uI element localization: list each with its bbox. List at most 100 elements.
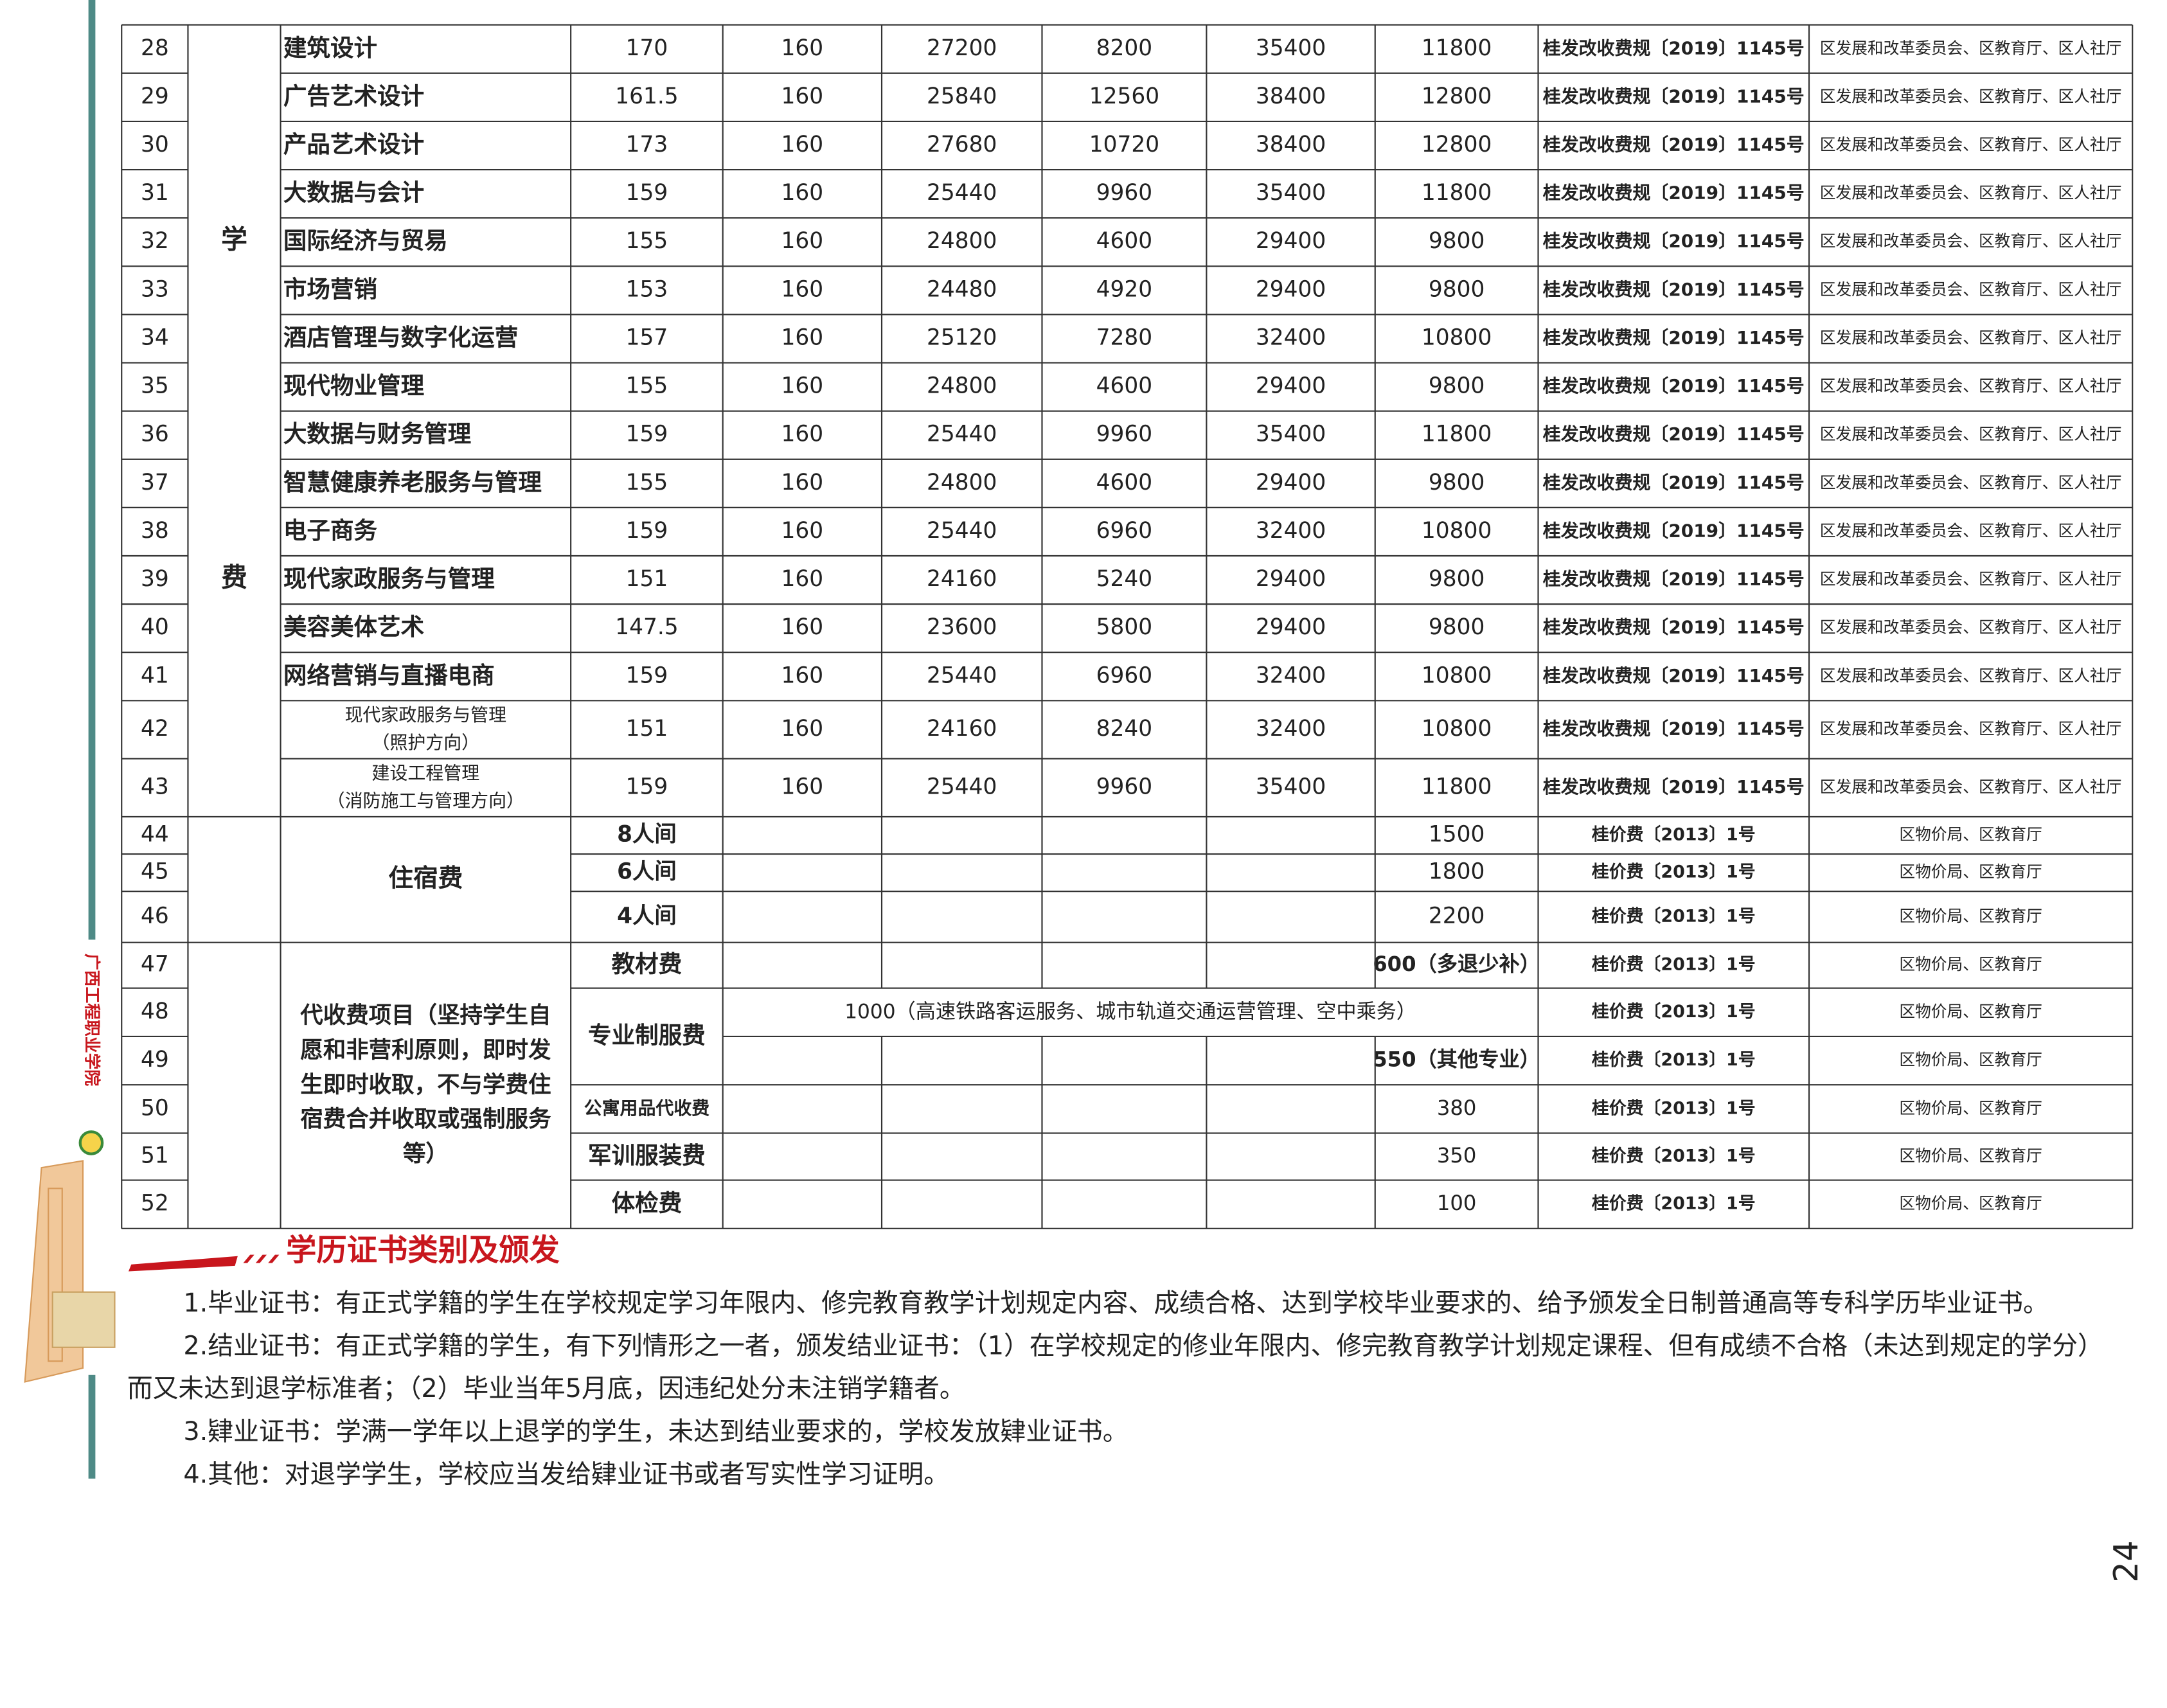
- cell-text: 区发展和改革委员会、区教育厅、区人社厅: [1820, 521, 2122, 540]
- cell-text: 159: [626, 774, 668, 799]
- cell-text: 25440: [927, 180, 997, 206]
- cell-text: 9800: [1429, 470, 1485, 495]
- cell-text: 教材费: [612, 950, 682, 978]
- cell-text: 公寓用品代收费: [584, 1098, 710, 1119]
- cell-text: 桂发改收费规〔2019〕1145号: [1543, 327, 1805, 348]
- cell-text: 160: [781, 566, 824, 592]
- cell-text: 桂价费〔2013〕1号: [1592, 955, 1756, 975]
- cell-text: 38: [141, 518, 169, 544]
- cell-text: 宿费合并收取或强制服务: [300, 1106, 551, 1132]
- cell-text: 区物价局、区教育厅: [1899, 907, 2042, 925]
- cell-text: 桂发改收费规〔2019〕1145号: [1543, 718, 1805, 740]
- side-emblem: [78, 1130, 104, 1155]
- cell-text: 160: [781, 180, 824, 206]
- cell-text: 29400: [1256, 566, 1326, 592]
- cell-text: 6960: [1096, 663, 1153, 688]
- cell-text: 住宿费: [388, 864, 463, 893]
- cell-text: 29: [141, 84, 169, 109]
- cell-text: 区发展和改革委员会、区教育厅、区人社厅: [1820, 778, 2122, 796]
- cell-text: 现代家政服务与管理: [283, 565, 495, 592]
- cell-text: 30: [141, 132, 169, 157]
- cell-text: 区发展和改革委员会、区教育厅、区人社厅: [1820, 184, 2122, 202]
- cell-text: 35400: [1256, 180, 1326, 206]
- cell-text: 49: [141, 1047, 169, 1072]
- cell-text: 区发展和改革委员会、区教育厅、区人社厅: [1820, 570, 2122, 589]
- cell-text: （照护方向）: [372, 732, 480, 753]
- cell-text: 170: [626, 35, 668, 61]
- cell-text: 电子商务: [283, 517, 378, 544]
- cell-text: 9800: [1429, 373, 1485, 399]
- cell-text: 173: [626, 132, 668, 157]
- cell-text: 160: [781, 228, 824, 254]
- cell-text: 美容美体艺术: [283, 613, 425, 641]
- cell-text: 25840: [927, 84, 997, 109]
- side-bar: [88, 0, 96, 940]
- cell-text: 4920: [1096, 276, 1153, 302]
- cell-text: 9800: [1429, 276, 1485, 302]
- cell-text: 桂发改收费规〔2019〕1145号: [1543, 231, 1805, 252]
- cell-text: 桂价费〔2013〕1号: [1592, 906, 1756, 926]
- cell-text: 43: [141, 774, 169, 799]
- cell-text: 50: [141, 1095, 169, 1121]
- cell-text: 国际经济与贸易: [283, 227, 448, 254]
- cell-text: 区发展和改革委员会、区教育厅、区人社厅: [1820, 136, 2122, 154]
- side-building: [51, 1291, 116, 1348]
- cell-text: 区发展和改革委员会、区教育厅、区人社厅: [1820, 618, 2122, 637]
- cell-text: 现代物业管理: [283, 372, 424, 400]
- cell-text: 6人间: [617, 859, 677, 885]
- cell-text: 147.5: [615, 614, 678, 640]
- cell-text: 39: [141, 566, 169, 592]
- cell-text: 体检费: [612, 1189, 682, 1217]
- cell-text: 160: [781, 373, 824, 399]
- cell-text: 35400: [1256, 35, 1326, 61]
- cell-text: 25440: [927, 663, 997, 688]
- cell-text: 51: [141, 1143, 169, 1169]
- cell-text: 9960: [1096, 774, 1153, 799]
- cell-text: 12800: [1422, 132, 1492, 157]
- cell-text: 军训服装费: [588, 1142, 706, 1170]
- cell-text: 151: [626, 716, 668, 742]
- cell-text: 区发展和改革委员会、区教育厅、区人社厅: [1820, 377, 2122, 395]
- cell-text: 4600: [1096, 373, 1153, 399]
- cell-text: 区物价局、区教育厅: [1899, 1002, 2042, 1020]
- cell-text: 159: [626, 180, 668, 206]
- cell-text: 桂发改收费规〔2019〕1145号: [1543, 182, 1805, 204]
- cell-text: 1800: [1429, 859, 1485, 885]
- cell-text: 9960: [1096, 180, 1153, 206]
- cell-text: 32: [141, 228, 169, 254]
- cell-text: 桂发改收费规〔2019〕1145号: [1543, 423, 1805, 445]
- cell-text: 600（多退少补）: [1373, 952, 1540, 976]
- cell-text: 等）: [403, 1141, 449, 1167]
- cell-text: 桂发改收费规〔2019〕1145号: [1543, 569, 1805, 590]
- cell-text: 区物价局、区教育厅: [1899, 1146, 2042, 1165]
- cell-text: 4600: [1096, 228, 1153, 254]
- cell-text: 47: [141, 952, 169, 977]
- cell-text: 桂发改收费规〔2019〕1145号: [1543, 776, 1805, 797]
- cell-text: 区物价局、区教育厅: [1899, 1194, 2042, 1213]
- cell-text: 愿和非营利原则，即时发: [300, 1036, 551, 1063]
- cell-text: 157: [626, 325, 668, 350]
- cell-text: 桂发改收费规〔2019〕1145号: [1543, 520, 1805, 541]
- cell-text: 6960: [1096, 518, 1153, 544]
- cell-text: 25440: [927, 774, 997, 799]
- cell-text: 160: [781, 663, 824, 688]
- cell-text: 8人间: [617, 822, 677, 848]
- cell-text: 桂价费〔2013〕1号: [1592, 862, 1756, 882]
- cell-text: 160: [781, 325, 824, 350]
- cell-text: 36: [141, 422, 169, 447]
- cell-text: 24160: [927, 566, 997, 592]
- cell-text: 7280: [1096, 325, 1153, 350]
- cell-text: 智慧健康养老服务与管理: [283, 468, 542, 496]
- cell-text: 52: [141, 1191, 169, 1216]
- cell-text: 桂发改收费规〔2019〕1145号: [1543, 375, 1805, 396]
- cell-text: 8240: [1096, 716, 1153, 742]
- cell-text: 160: [781, 35, 824, 61]
- cell-text: 25440: [927, 422, 997, 447]
- cell-text: 24160: [927, 716, 997, 742]
- cell-text: 160: [781, 716, 824, 742]
- cell-text: 区发展和改革委员会、区教育厅、区人社厅: [1820, 232, 2122, 251]
- page-number: 24: [2107, 1540, 2146, 1583]
- cell-text: 5240: [1096, 566, 1153, 592]
